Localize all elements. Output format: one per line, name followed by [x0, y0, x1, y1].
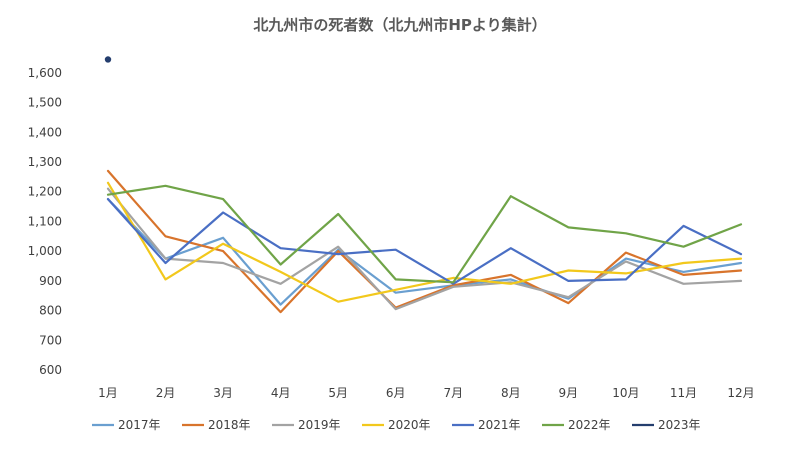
x-tick-label: 6月: [386, 386, 406, 400]
series-line: [106, 198, 743, 285]
legend-label: 2018年: [208, 418, 251, 432]
series-2019年: [106, 187, 743, 311]
y-tick-label: 1,100: [28, 214, 62, 228]
x-tick-label: 9月: [559, 386, 579, 400]
series-line: [106, 169, 743, 314]
y-tick-label: 900: [39, 274, 62, 288]
x-tick-label: 7月: [443, 386, 463, 400]
chart-title: 北九州市の死者数（北九州市HPより集計）: [253, 16, 546, 34]
y-tick-label: 1,500: [28, 96, 62, 110]
series-line: [106, 198, 743, 306]
x-tick-label: 10月: [612, 386, 639, 400]
y-tick-label: 1,400: [28, 125, 62, 139]
legend-item: 2021年: [452, 418, 521, 432]
y-tick-label: 800: [39, 304, 62, 318]
legend-item: 2023年: [632, 418, 701, 432]
series-line: [106, 181, 743, 303]
series-2023年: [104, 56, 112, 63]
x-tick-label: 3月: [213, 386, 233, 400]
x-tick-label: 1月: [98, 386, 118, 400]
series-line: [106, 187, 743, 311]
series-2018年: [106, 169, 743, 314]
legend-label: 2023年: [658, 418, 701, 432]
y-tick-label: 1,000: [28, 244, 62, 258]
legend-label: 2021年: [478, 418, 521, 432]
legend-label: 2017年: [118, 418, 161, 432]
series-2020年: [106, 181, 743, 303]
legend-item: 2017年: [92, 418, 161, 432]
legend-item: 2018年: [182, 418, 251, 432]
x-tick-label: 12月: [727, 386, 754, 400]
y-tick-label: 1,200: [28, 185, 62, 199]
legend-label: 2022年: [568, 418, 611, 432]
legend-label: 2020年: [388, 418, 431, 432]
legend: 2017年 2018年 2019年 2020年 2021年 2022年 2023年: [92, 418, 701, 432]
legend-item: 2020年: [362, 418, 431, 432]
x-tick-label: 11月: [670, 386, 697, 400]
x-tick-label: 4月: [271, 386, 291, 400]
x-tick-label: 5月: [328, 386, 348, 400]
x-axis: 1月 2月 3月 4月 5月 6月 7月 8月 9月 10月 11月 12月: [98, 386, 754, 400]
x-tick-label: 2月: [156, 386, 176, 400]
y-tick-label: 1,300: [28, 155, 62, 169]
legend-label: 2019年: [298, 418, 341, 432]
y-tick-label: 700: [39, 333, 62, 347]
series-2022年: [106, 184, 743, 284]
y-tick-label: 1,600: [28, 66, 62, 80]
legend-item: 2022年: [542, 418, 611, 432]
legend-item: 2019年: [272, 418, 341, 432]
series-2021年: [106, 198, 743, 285]
y-tick-label: 600: [39, 363, 62, 377]
series-layer: [104, 56, 743, 314]
data-point: [104, 56, 112, 63]
series-line: [106, 184, 743, 284]
series-2017年: [106, 198, 743, 306]
y-axis: 600 700 800 900 1,000 1,100 1,200 1,300 1,400 1,5…: [28, 66, 62, 377]
x-tick-label: 8月: [501, 386, 521, 400]
